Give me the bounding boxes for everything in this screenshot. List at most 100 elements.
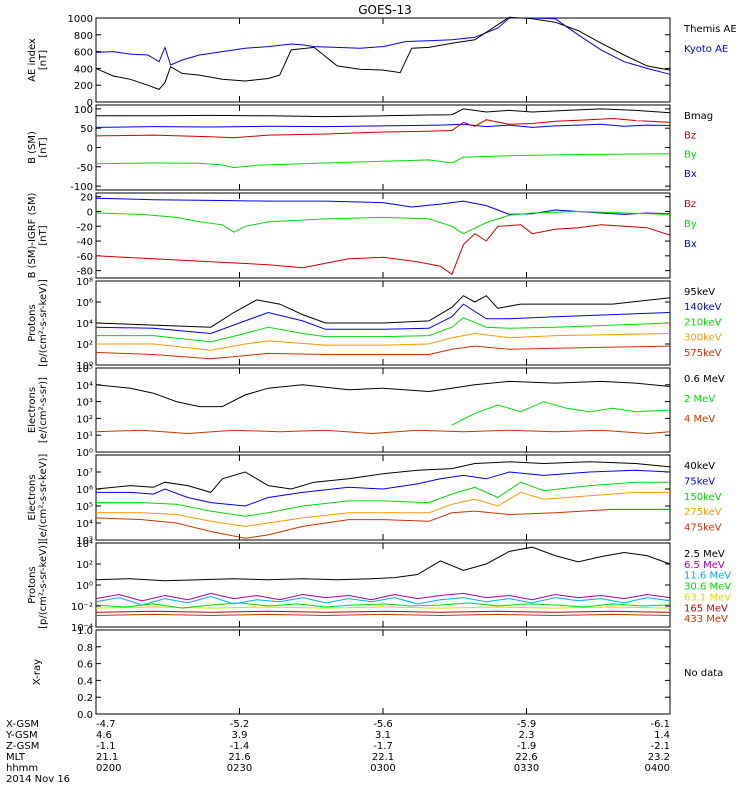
panel-1-ylabel: AE index — [27, 38, 38, 82]
panel-6-legend-3: 150keV — [684, 492, 722, 503]
xaxis-value: 21.1 — [96, 752, 118, 763]
panel-7-legend-5: 11.6 MeV — [684, 571, 731, 582]
panel-5-series-1 — [95, 429, 671, 435]
panel-2-ylabel: B (SM) — [27, 131, 38, 164]
panel-6-legend-5: 40keV — [684, 461, 715, 472]
panel-1-series-2 — [95, 16, 671, 90]
xaxis-value: 1.4 — [654, 730, 670, 741]
panel-6-ytick-label: 10⁴ — [76, 519, 93, 530]
panel-1-ytick-label: 200 — [74, 81, 93, 92]
panel-1-ytick-label: 1000 — [68, 14, 93, 25]
panel-2-frame — [95, 104, 671, 191]
panel-6-legend-2: 275keV — [684, 507, 722, 518]
panel-7-series-1 — [95, 613, 671, 617]
panel-8-frame — [95, 629, 671, 715]
xaxis-value: -2.1 — [650, 741, 670, 752]
panel-7-ylabel: [p/(cm²-s-sr-keV)] — [38, 541, 49, 629]
panel-2-legend-3: Bz — [684, 130, 696, 141]
xaxis-value: -5.9 — [517, 719, 537, 730]
panel-2-ytick-label: -50 — [77, 163, 93, 174]
panel-4-legend-3: 210keV — [684, 317, 722, 328]
panel-8-ytick-label: 0.8 — [77, 643, 93, 654]
xaxis-value: -5.2 — [230, 719, 250, 730]
panel-2-ytick-label: 50 — [80, 124, 93, 135]
panel-6-legend-4: 75keV — [684, 476, 715, 487]
panel-5-ytick-label: 10⁰ — [76, 448, 93, 459]
xaxis-row-label: Z-GSM — [6, 741, 39, 752]
panel-6-ylabel: Electrons — [27, 474, 38, 520]
xaxis-value: 4.6 — [96, 730, 112, 741]
panel-8-ytick-label: 0.2 — [77, 693, 93, 704]
panel-4-series-1 — [95, 345, 671, 360]
xaxis-date: 2014 Nov 16 — [6, 774, 70, 785]
panel-1-series-1 — [95, 17, 671, 75]
panel-8-nodata: No data — [684, 668, 723, 679]
panel-5-frame — [95, 367, 671, 453]
panel-4-legend-2: 300keV — [684, 333, 722, 344]
panel-4-series-2 — [96, 332, 671, 351]
panel-3-legend-1: Bx — [684, 239, 697, 250]
panel-1-ytick-label: 0 — [87, 98, 93, 109]
panel-6-ylabel: [e/(cm²-s-sr-keV)] — [38, 454, 49, 542]
xaxis-row-label: Y-GSM — [5, 730, 38, 741]
panel-7-ytick-label: 10⁻² — [71, 602, 93, 613]
panel-2-legend-2: By — [684, 150, 697, 161]
panel-1-ytick-label: 600 — [74, 48, 93, 59]
panel-7-legend-6: 6.5 MeV — [684, 560, 725, 571]
panel-1-legend-1: Kyoto AE — [684, 44, 728, 55]
panel-1-ytick-label: 400 — [74, 64, 93, 75]
xaxis-row-label: X-GSM — [6, 719, 39, 730]
panel-7-series-7 — [95, 546, 671, 582]
panel-4-series-3 — [96, 317, 671, 343]
panel-6-series-3 — [96, 481, 670, 517]
panel-2-series-3 — [95, 117, 671, 139]
panel-2-legend-1: Bx — [684, 169, 697, 180]
panel-6-series-4 — [96, 469, 671, 507]
panel-3-ytick-label: -80 — [77, 267, 93, 278]
panel-7-series-6 — [95, 592, 671, 602]
panel-2-ytick-label: -100 — [70, 182, 93, 193]
xaxis-value: 23.2 — [648, 752, 670, 763]
panel-5-ytick-label: 10⁴ — [76, 381, 93, 392]
panel-3-legend-2: By — [684, 219, 697, 230]
panel-3-series-3 — [95, 224, 671, 276]
panel-7-series-4 — [95, 602, 671, 609]
panel-7-legend-1: 433 MeV — [684, 614, 728, 625]
xaxis-value: -6.1 — [650, 719, 670, 730]
xaxis-value: -1.1 — [96, 741, 116, 752]
panel-1-ylabel: [nT] — [38, 50, 49, 70]
xaxis-value: 0230 — [227, 763, 252, 774]
xaxis-value: 3.1 — [375, 730, 391, 741]
panel-7-series-2 — [95, 610, 671, 613]
panel-6-frame — [95, 454, 671, 541]
panel-3-ytick-label: -40 — [77, 237, 93, 248]
xaxis-row-label: hhmm — [6, 763, 38, 774]
panel-6-series-2 — [96, 491, 670, 527]
xaxis-value: -1.4 — [230, 741, 250, 752]
panel-7-legend-7: 2.5 MeV — [684, 549, 725, 560]
panel-8-ytick-label: 1.0 — [77, 626, 93, 637]
panel-5-ylabel: [e/(cm²-s-sr)] — [38, 377, 49, 443]
panel-7-ytick-label: 10⁴ — [76, 539, 93, 550]
xaxis-value: 0400 — [645, 763, 670, 774]
panel-3-ytick-label: -20 — [77, 222, 93, 233]
panel-5-legend-3: 0.6 MeV — [684, 374, 725, 385]
panel-8-ytick-label: 0.0 — [77, 710, 93, 721]
panel-4-ylabel: [p/(cm²-s-sr-keV)] — [38, 279, 49, 367]
panel-4-series-5 — [95, 295, 671, 328]
panel-4-ytick-label: 10⁰ — [76, 361, 93, 372]
panel-8-ytick-label: 0.4 — [77, 676, 93, 687]
panel-5-legend-2: 2 MeV — [684, 394, 715, 405]
panel-6-ytick-label: 10⁷ — [76, 468, 93, 479]
xaxis-value: -5.6 — [373, 719, 393, 730]
panel-5-ytick-label: 10⁵ — [76, 364, 93, 375]
panel-4-legend-4: 140keV — [684, 302, 722, 313]
panel-3-ytick-label: 0 — [87, 207, 93, 218]
panel-4-legend-1: 575keV — [684, 348, 722, 359]
panel-3-ytick-label: -60 — [77, 252, 93, 263]
plot-title: GOES-13 — [358, 3, 412, 17]
xaxis-value: -1.7 — [373, 741, 393, 752]
panel-7-series-3 — [95, 606, 671, 609]
panel-7-ytick-label: 10² — [76, 560, 93, 571]
